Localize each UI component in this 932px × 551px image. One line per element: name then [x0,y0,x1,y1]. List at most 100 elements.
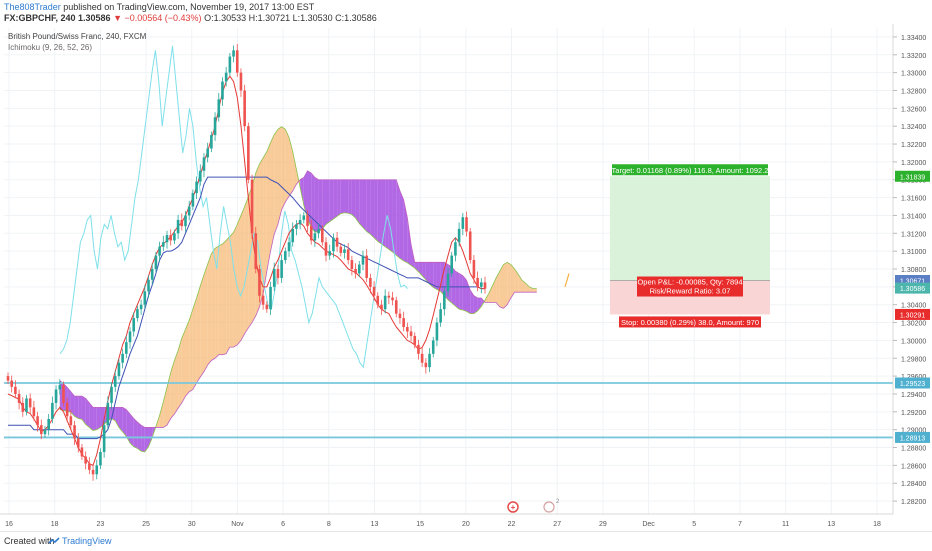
cloud-segment [521,280,526,293]
cloud-segment [377,179,382,245]
long-position-tool[interactable]: Target: 0.01168 (0.89%) 116.8, Amount: 1… [610,164,770,328]
cloud-segment [470,289,474,314]
candle-body [95,465,99,475]
cloud-segment [270,134,275,252]
author-link[interactable]: The808Trader [4,2,61,12]
cloud-segment [167,372,171,426]
cloud-segment [277,126,282,225]
cloud-segment [344,179,349,214]
economic-event-icon [507,501,519,513]
time-tick-label: 29 [599,521,607,528]
candle-body [424,362,428,368]
candle-body [394,300,398,314]
cloud-segment [274,129,278,235]
cloud-segment [329,179,334,222]
candle-body [313,233,317,241]
candle-body [10,380,13,387]
cloud-segment [89,402,94,431]
cloud-segment [385,179,389,250]
cloud-segment [362,179,367,232]
candle-body [180,219,184,227]
time-tick-label: 11 [782,521,789,528]
pnl-label-box [637,276,743,297]
candle-body [272,269,276,287]
candle-body [343,249,346,253]
price-label: 1.30291 [900,312,925,319]
time-tick-label: 18 [51,521,59,528]
candle-body [84,456,87,464]
cloud-segment [514,269,519,293]
cloud-segment [215,245,219,359]
candle-body [265,304,269,310]
cloud-segment [359,179,363,228]
cloud-segment [333,179,338,220]
tradingview-brand-link[interactable]: TradingView [62,536,112,546]
candle-body [173,233,176,241]
candle-body [328,251,331,256]
event-markers[interactable]: +2 [507,499,560,513]
risk-reward-label: Risk/Reward Ratio: 3.07 [650,287,731,296]
candle-body [73,425,76,439]
candle-body [117,362,121,377]
cloud-segment [218,244,223,355]
candle-body [454,242,457,256]
cloud-segment [459,273,463,311]
time-tick-label: 13 [371,521,379,528]
cloud-segment [126,409,131,444]
candle-body [28,398,32,408]
candle-body [195,181,198,194]
time-tick-label: 15 [416,521,424,528]
news-event-icon [543,501,555,513]
candle-body [372,286,376,296]
candle-body [420,353,424,363]
cloud-segment [292,151,297,191]
cloud-segment [226,236,230,354]
cloud-segment [322,179,326,229]
chart-legend-title: British Pound/Swiss Franc, 240, FXCM [8,32,147,41]
cloud-segment [207,253,212,365]
cloud-segment [93,407,97,431]
candle-body [435,322,439,341]
candle-body [413,335,417,345]
candle-body [110,386,113,403]
ohlc-values: O:1.30533 H:1.30721 L:1.30530 C:1.30586 [204,13,377,23]
stop-label-box [619,316,761,328]
candle-body [291,228,295,243]
candle-body [332,237,335,252]
price-change: ▼ −0.00564 (−0.43%) [113,13,202,23]
price-chart[interactable]: Target: 0.01168 (0.89%) 116.8, Amount: 1… [0,24,932,531]
candle-body [302,215,306,220]
projection-line [564,273,570,288]
cloud-segment [366,179,371,235]
target-label-box [612,164,768,176]
candle-body [224,72,228,82]
price-tick-label: 1.32200 [901,142,926,149]
candle-body [228,56,232,73]
candle-body [365,255,368,278]
candle-body [406,327,409,332]
candle-body [213,117,217,136]
cloud-segment [326,179,330,225]
candle-body [88,463,91,470]
cloud-segment [499,264,504,309]
candle-body [136,309,139,319]
candle-body [17,393,21,403]
time-tick-label: 8 [327,521,331,528]
candle-body [472,260,476,278]
candle-body [6,376,10,381]
price-axis[interactable]: 1.33400 1.33200 1.33000 1.32800 1.32600 1.324… [893,35,926,506]
cloud-segment [96,407,101,430]
time-axis[interactable]: 16 18 23 25 30 Nov 6 8 13 15 20 22 27 29 Dec 5 7 11 13 18 [5,521,881,528]
candle-body [298,219,302,225]
price-tick-label: 1.31400 [901,213,926,220]
cloud-segment [178,338,182,409]
cloud-segment [111,407,116,421]
candle-body [139,304,143,310]
candle-body [383,295,387,310]
cloud-segment [233,224,238,348]
candle-body [295,224,298,229]
candle-body [361,255,365,265]
candle-body [428,353,431,368]
cloud-segment [462,275,467,312]
candle-body [239,72,243,91]
